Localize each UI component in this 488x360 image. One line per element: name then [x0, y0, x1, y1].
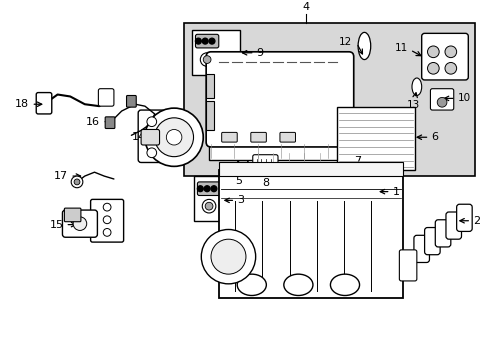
Circle shape [205, 202, 212, 210]
FancyBboxPatch shape [197, 182, 220, 195]
Circle shape [103, 203, 111, 211]
FancyBboxPatch shape [98, 89, 114, 106]
FancyBboxPatch shape [434, 220, 450, 247]
Circle shape [166, 130, 182, 145]
FancyBboxPatch shape [221, 132, 237, 142]
Circle shape [200, 53, 213, 66]
Circle shape [74, 179, 80, 185]
FancyBboxPatch shape [138, 110, 165, 162]
Circle shape [210, 239, 245, 274]
Text: 10: 10 [457, 93, 470, 103]
FancyBboxPatch shape [90, 199, 123, 242]
Bar [206, 74, 213, 98]
Circle shape [202, 199, 215, 213]
Circle shape [71, 176, 82, 188]
Circle shape [204, 186, 210, 192]
FancyBboxPatch shape [218, 162, 403, 176]
FancyBboxPatch shape [141, 130, 159, 145]
Bar [193, 176, 242, 221]
FancyBboxPatch shape [62, 210, 97, 237]
Text: 8: 8 [261, 178, 268, 188]
FancyBboxPatch shape [64, 208, 81, 222]
Ellipse shape [330, 274, 359, 296]
Circle shape [144, 108, 203, 166]
Circle shape [197, 186, 203, 192]
Text: 13: 13 [406, 100, 419, 111]
Circle shape [103, 216, 111, 224]
Text: 2: 2 [472, 216, 479, 226]
Text: 7: 7 [353, 156, 360, 166]
FancyBboxPatch shape [279, 132, 295, 142]
FancyBboxPatch shape [195, 34, 218, 48]
Text: 17: 17 [54, 171, 68, 181]
Ellipse shape [283, 274, 312, 296]
FancyBboxPatch shape [206, 52, 353, 147]
Text: 3: 3 [237, 195, 244, 205]
Text: 1: 1 [392, 186, 399, 197]
Text: 11: 11 [394, 43, 407, 53]
Circle shape [201, 229, 255, 284]
Circle shape [427, 46, 438, 58]
Text: 14: 14 [132, 132, 145, 142]
Circle shape [427, 63, 438, 74]
Circle shape [146, 117, 156, 127]
Ellipse shape [357, 32, 370, 59]
FancyBboxPatch shape [399, 250, 416, 281]
Circle shape [146, 132, 156, 142]
Circle shape [444, 46, 456, 58]
FancyBboxPatch shape [252, 155, 278, 176]
Text: 4: 4 [302, 2, 309, 12]
FancyBboxPatch shape [209, 142, 356, 159]
FancyBboxPatch shape [413, 235, 428, 262]
Text: 6: 6 [430, 132, 438, 142]
FancyBboxPatch shape [445, 212, 461, 239]
FancyBboxPatch shape [218, 170, 403, 298]
Ellipse shape [411, 78, 421, 95]
FancyBboxPatch shape [36, 93, 52, 114]
Text: 9: 9 [256, 48, 263, 58]
Bar [337, 107, 414, 170]
Bar [183, 23, 474, 176]
FancyBboxPatch shape [429, 89, 453, 110]
Circle shape [444, 63, 456, 74]
Circle shape [103, 229, 111, 236]
Circle shape [209, 38, 214, 44]
FancyBboxPatch shape [247, 146, 341, 212]
Text: 18: 18 [15, 99, 29, 109]
Text: 16: 16 [86, 117, 100, 127]
Circle shape [210, 186, 216, 192]
FancyBboxPatch shape [421, 33, 468, 80]
Text: 15: 15 [49, 220, 63, 230]
Circle shape [203, 56, 210, 63]
FancyBboxPatch shape [126, 95, 136, 107]
Circle shape [202, 38, 208, 44]
Text: 12: 12 [338, 37, 351, 47]
Circle shape [146, 148, 156, 158]
Ellipse shape [237, 274, 266, 296]
FancyBboxPatch shape [424, 228, 439, 255]
Bar [206, 101, 213, 130]
FancyBboxPatch shape [456, 204, 471, 231]
Circle shape [73, 217, 86, 230]
Circle shape [154, 118, 193, 157]
Text: 5: 5 [234, 176, 241, 186]
Circle shape [436, 98, 446, 107]
Circle shape [195, 38, 201, 44]
FancyBboxPatch shape [105, 117, 115, 129]
Bar [191, 31, 240, 75]
FancyBboxPatch shape [250, 132, 266, 142]
